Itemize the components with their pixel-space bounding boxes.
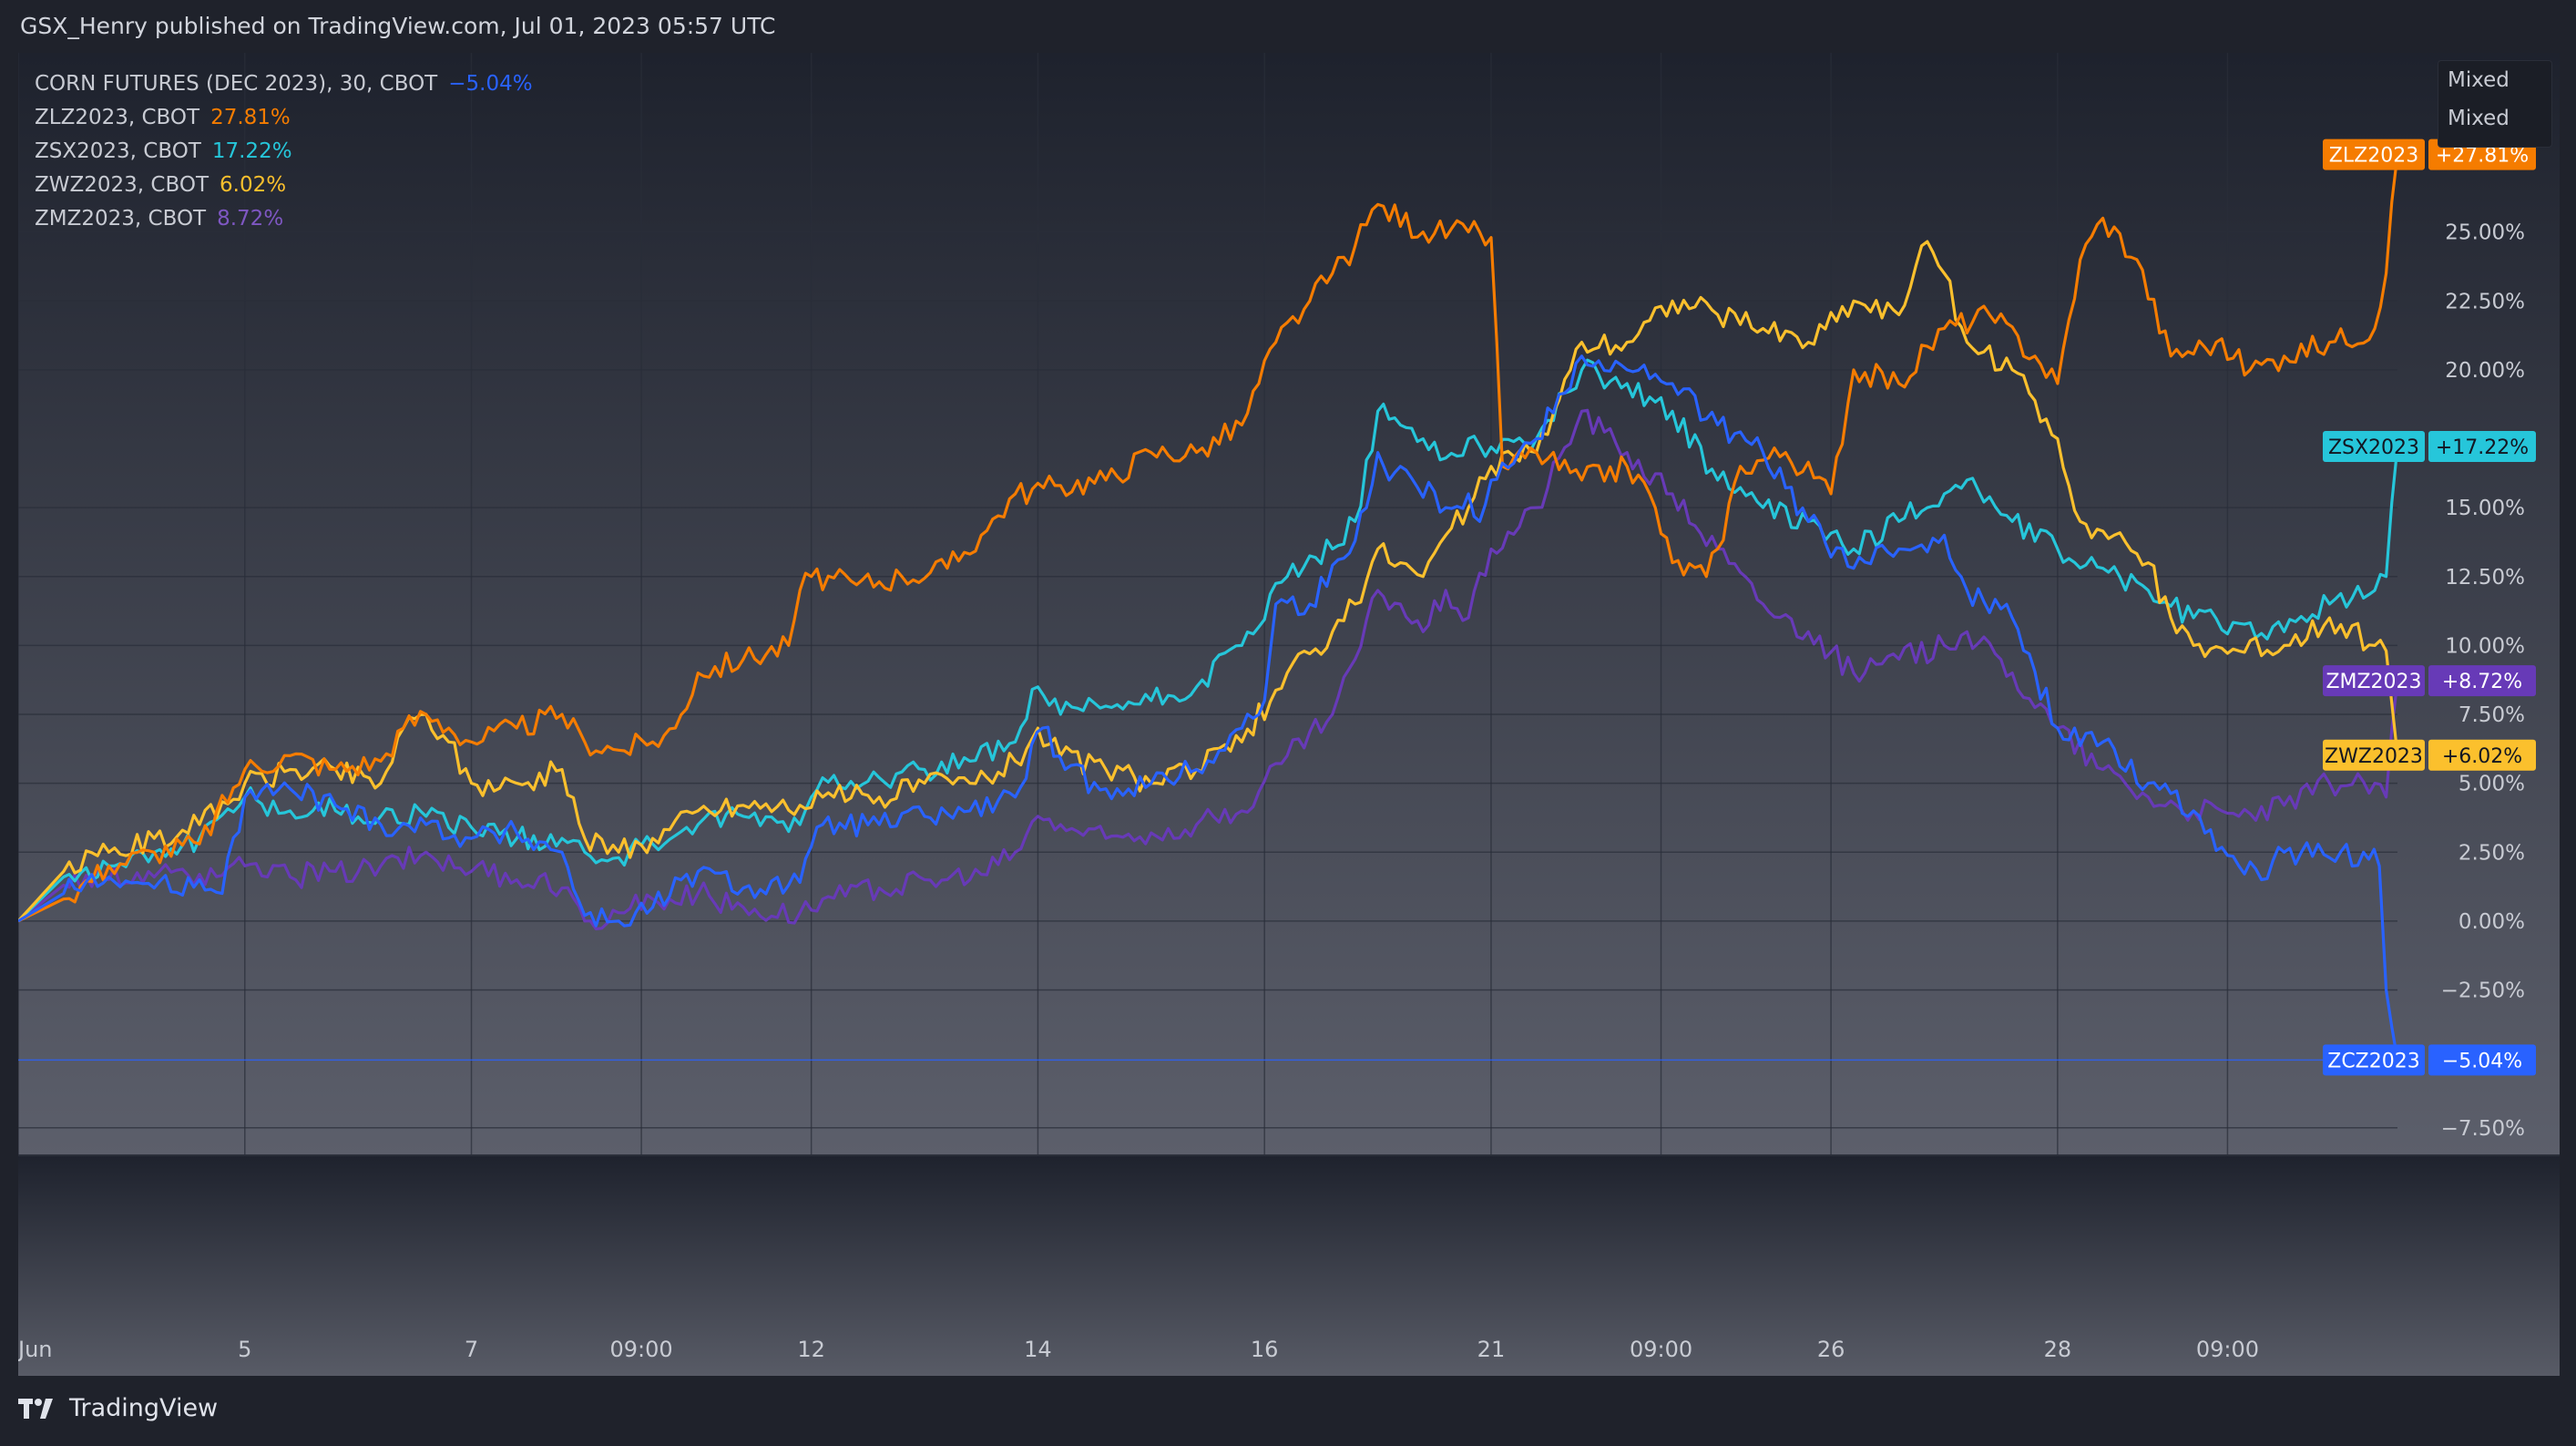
x-tick-label: 12 xyxy=(797,1337,825,1362)
x-tick-label: 16 xyxy=(1251,1337,1279,1362)
y-tick-label: 20.00% xyxy=(2445,359,2525,383)
symbol-badge xyxy=(2323,739,2425,771)
price-badge-label: +27.81% xyxy=(2436,145,2529,168)
y-tick-label: 5.00% xyxy=(2458,773,2525,796)
series-line-zmz2023 xyxy=(18,408,2399,931)
y-tick-label: 25.00% xyxy=(2445,221,2525,245)
symbol-badge-label: ZLZ2023 xyxy=(2329,145,2418,168)
legend-name: CORN FUTURES (DEC 2023), 30, CBOT xyxy=(35,72,438,96)
x-tick-label: 28 xyxy=(2044,1337,2072,1362)
legend-value: 8.72% xyxy=(217,207,284,231)
symbol-badge xyxy=(2323,138,2425,170)
x-tick-label: 21 xyxy=(1477,1337,1506,1362)
series-legend: CORN FUTURES (DEC 2023), 30, CBOT −5.04% … xyxy=(35,67,533,236)
x-tick-label: 09:00 xyxy=(1630,1337,1692,1362)
y-tick-label: 0.00% xyxy=(2458,910,2525,934)
chart-panel[interactable]: 25.00% 22.50% 20.00% 15.00% 12.50% 10.00% 7.50… xyxy=(18,53,2560,1376)
symbol-badge xyxy=(2323,430,2425,462)
y-tick-label: 7.50% xyxy=(2458,703,2525,727)
scale-mode-item[interactable]: Mixed xyxy=(2448,107,2510,130)
y-tick-label: 2.50% xyxy=(2458,841,2525,865)
plot-background xyxy=(18,53,2560,1155)
x-tick-label: 09:00 xyxy=(2196,1337,2259,1362)
symbol-badge-label: ZWZ2023 xyxy=(2325,745,2423,768)
x-tick-label: Jun xyxy=(18,1337,53,1362)
series-line-zsx2023 xyxy=(18,358,2399,923)
legend-name: ZMZ2023, CBOT xyxy=(35,207,207,231)
legend-value: 6.02% xyxy=(220,173,287,197)
legend-row-zlz2023[interactable]: ZLZ2023, CBOT 27.81% xyxy=(35,101,533,135)
x-tick-label: 7 xyxy=(465,1337,478,1362)
x-tick-label: 5 xyxy=(238,1337,251,1362)
y-tick-label: 12.50% xyxy=(2445,566,2525,590)
price-badge-label: +8.72% xyxy=(2442,671,2522,693)
tradingview-logo-icon xyxy=(18,1398,53,1419)
y-tick-label: −7.50% xyxy=(2441,1117,2525,1141)
series-line-zwz2023 xyxy=(18,240,2399,922)
series-line-zcz2023 xyxy=(18,354,2399,1061)
tradingview-logo[interactable]: TradingView xyxy=(18,1394,218,1422)
x-tick-label: 14 xyxy=(1024,1337,1052,1362)
legend-row-zcz2023[interactable]: CORN FUTURES (DEC 2023), 30, CBOT −5.04% xyxy=(35,67,533,101)
legend-name: ZLZ2023, CBOT xyxy=(35,106,200,129)
axis-labels: 25.00% 22.50% 20.00% 15.00% 12.50% 10.00% 7.50… xyxy=(18,221,2525,1362)
symbol-badge-label: ZCZ2023 xyxy=(2327,1050,2420,1072)
legend-value: 17.22% xyxy=(211,139,292,163)
symbol-badge xyxy=(2323,1044,2425,1076)
y-tick-label: 10.00% xyxy=(2445,634,2525,658)
y-tick-label: 15.00% xyxy=(2445,497,2525,520)
scale-mode-box[interactable]: Mixed Mixed xyxy=(2438,60,2552,148)
publish-info: GSX_Henry published on TradingView.com, … xyxy=(20,13,776,39)
symbol-badge-label: ZMZ2023 xyxy=(2326,671,2421,693)
price-badge-label: −5.04% xyxy=(2442,1050,2522,1072)
price-badge xyxy=(2428,665,2536,697)
price-badge xyxy=(2428,1044,2536,1076)
legend-value: 27.81% xyxy=(210,106,291,129)
y-tick-label: 22.50% xyxy=(2445,290,2525,313)
header-bar: GSX_Henry published on TradingView.com, … xyxy=(0,0,2576,53)
tradingview-logo-text: TradingView xyxy=(69,1394,219,1422)
x-tick-label: 26 xyxy=(1817,1337,1845,1362)
legend-row-zwz2023[interactable]: ZWZ2023, CBOT 6.02% xyxy=(35,169,533,202)
price-badges: ZCZ2023 −5.04% ZLZ2023 +27.81% ZSX2023 +17.22… xyxy=(2323,138,2536,1076)
chart-canvas[interactable]: 25.00% 22.50% 20.00% 15.00% 12.50% 10.00% 7.50… xyxy=(18,53,2560,1376)
x-tick-label: 09:00 xyxy=(610,1337,673,1362)
price-badge xyxy=(2428,430,2536,462)
legend-row-zmz2023[interactable]: ZMZ2023, CBOT 8.72% xyxy=(35,202,533,236)
series-lines xyxy=(18,154,2399,1061)
lower-pane-background xyxy=(18,1155,2560,1376)
legend-row-zsx2023[interactable]: ZSX2023, CBOT 17.22% xyxy=(35,135,533,169)
legend-name: ZWZ2023, CBOT xyxy=(35,173,209,197)
y-tick-label: −2.50% xyxy=(2441,979,2525,1003)
price-badge-label: +17.22% xyxy=(2436,436,2529,459)
legend-name: ZSX2023, CBOT xyxy=(35,139,201,163)
footer-bar xyxy=(0,1376,2576,1446)
legend-value: −5.04% xyxy=(448,72,533,96)
scale-mode-item[interactable]: Mixed xyxy=(2448,68,2510,92)
price-badge xyxy=(2428,739,2536,771)
symbol-badge-label: ZSX2023 xyxy=(2328,436,2419,459)
grid-lines xyxy=(18,53,2397,1155)
series-line-zlz2023 xyxy=(18,154,2399,923)
price-badge-label: +6.02% xyxy=(2442,745,2522,768)
symbol-badge xyxy=(2323,665,2425,697)
